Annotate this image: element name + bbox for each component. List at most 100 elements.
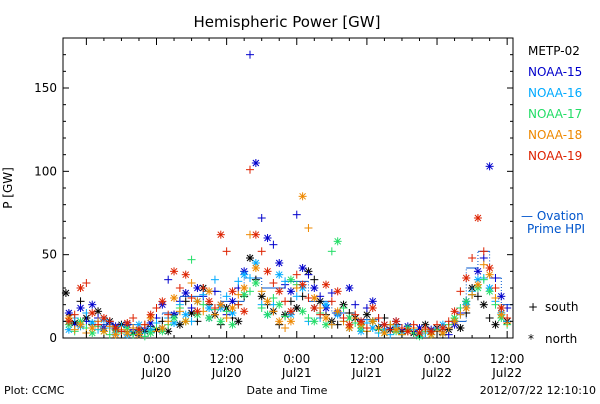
point-noaa-19 [316,310,325,319]
plot-area [61,37,514,341]
point-noaa-16 [321,300,330,309]
point-noaa-19 [397,324,406,332]
point-metp-02 [234,317,243,326]
point-noaa-17 [140,332,149,341]
point-noaa-15 [257,214,266,222]
point-noaa-18 [99,327,108,336]
point-noaa-15 [275,259,284,267]
point-noaa-18 [479,260,488,269]
point-noaa-19 [503,314,512,322]
point-noaa-19 [339,314,348,322]
point-noaa-19 [462,274,471,282]
point-noaa-15 [164,275,173,284]
point-noaa-15 [286,287,295,296]
ovation-legend: — Ovation Prime HPI [521,209,585,236]
point-noaa-19 [64,317,73,326]
point-noaa-17 [251,279,260,287]
point-noaa-16 [281,277,290,286]
point-noaa-19 [187,294,196,302]
point-noaa-17 [269,294,278,302]
point-noaa-19 [380,320,389,329]
marker-key: + south * north [528,300,579,346]
point-noaa-19 [140,320,149,329]
x-tick-date: Jul21 [281,366,312,380]
point-noaa-15 [485,162,494,171]
point-noaa-18 [374,324,383,332]
point-noaa-18 [88,324,97,332]
y-tick-label: 50 [42,248,57,262]
point-metp-02 [485,314,494,322]
point-noaa-17 [339,304,348,312]
point-noaa-19 [205,297,214,306]
point-noaa-19 [357,317,366,326]
point-noaa-18 [175,307,184,316]
point-noaa-19 [491,284,500,292]
point-noaa-18 [240,284,249,292]
point-noaa-19 [427,327,436,336]
point-noaa-19 [251,230,260,239]
point-noaa-15 [497,292,506,301]
point-metp-02 [479,300,488,309]
point-noaa-18 [333,307,342,316]
point-noaa-19 [193,307,202,316]
point-noaa-15 [327,289,336,297]
point-noaa-18 [181,317,190,326]
point-noaa-18 [70,325,79,334]
point-noaa-19 [473,214,482,222]
north-marker-glyph: * [528,332,534,346]
point-noaa-15 [345,284,354,292]
point-noaa-19 [99,314,108,322]
footer-plot-credit: Plot: CCMC [4,384,65,397]
legend: METP-02 NOAA-15 NOAA-16 NOAA-17 NOAA-18 NOAA-… [528,44,582,163]
point-noaa-15 [76,304,85,312]
south-marker-glyph: + [528,300,538,314]
point-noaa-18 [76,320,85,329]
point-noaa-19 [129,314,138,322]
point-metp-02 [456,324,465,332]
point-noaa-17 [216,317,225,326]
legend-noaa-19: NOAA-19 [528,149,582,163]
point-noaa-19 [438,324,447,332]
south-marker-label: south [545,300,579,314]
point-noaa-18 [205,287,214,296]
point-noaa-19 [327,297,336,306]
point-metp-02 [310,275,319,284]
point-noaa-19 [152,304,161,312]
x-tick-time: 12:00 [350,352,385,366]
point-noaa-19 [351,310,360,319]
point-noaa-19 [117,327,126,336]
x-tick-date: Jul20 [141,366,172,380]
plot-frame [62,37,514,339]
point-noaa-19 [222,247,231,256]
point-noaa-19 [409,320,418,329]
point-noaa-19 [158,297,167,306]
point-noaa-19 [181,270,190,279]
point-noaa-19 [111,324,120,332]
point-noaa-15 [269,240,278,249]
point-noaa-19 [146,310,155,319]
point-noaa-19 [123,319,132,327]
point-noaa-17 [327,247,336,256]
point-noaa-17 [304,314,313,322]
point-noaa-16 [292,292,301,301]
y-tick-label: 0 [49,331,57,345]
point-noaa-19 [70,310,79,319]
point-noaa-15 [304,270,313,279]
point-noaa-19 [94,320,103,329]
point-noaa-17 [257,304,266,312]
x-tick-time: 0:00 [143,352,170,366]
point-noaa-19 [82,279,91,287]
point-noaa-15 [351,300,360,309]
point-metp-02 [362,310,371,319]
point-noaa-16 [222,292,231,301]
point-noaa-15 [246,50,255,59]
point-noaa-18 [164,317,173,326]
point-noaa-19 [134,325,143,334]
point-noaa-17 [333,237,342,246]
point-noaa-19 [210,304,219,312]
north-marker-label: north [545,332,577,346]
chart-title: Hemispheric Power [GW] [194,13,381,31]
point-noaa-19 [321,280,330,289]
ovation-legend-line2: Prime HPI [527,222,585,236]
point-noaa-16 [181,310,190,319]
